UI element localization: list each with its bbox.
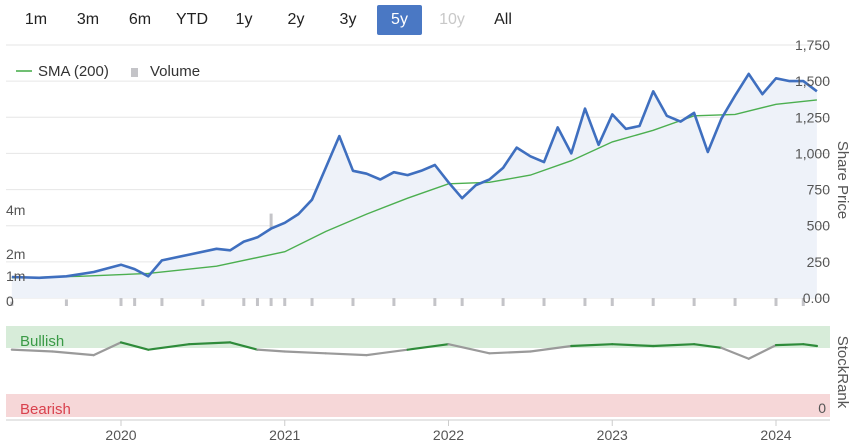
price-tick-label: 250 — [807, 254, 831, 270]
stockrank-axis-title: StockRank — [834, 336, 851, 409]
x-tick-label: 2020 — [105, 427, 136, 443]
x-tick-label: 2023 — [597, 427, 628, 443]
range-button-1y[interactable]: 1y — [235, 11, 253, 28]
stockrank-segment — [802, 343, 819, 348]
legend-sma-label: SMA (200) — [38, 63, 109, 80]
bearish-label: Bearish — [20, 401, 71, 418]
stockrank-segment — [229, 341, 259, 351]
volume-bar — [160, 295, 164, 306]
volume-bar — [651, 292, 655, 306]
range-button-ytd[interactable]: YTD — [176, 11, 208, 28]
price-tick-label: 1,250 — [795, 109, 830, 125]
stockrank-segment — [720, 346, 750, 360]
legend: SMA (200) Volume — [16, 63, 200, 80]
bearish-band — [6, 394, 830, 417]
price-tick-label: 1,500 — [795, 73, 830, 89]
stockrank-segment — [611, 343, 655, 348]
x-tick-label: 2022 — [433, 427, 464, 443]
stockrank-segment — [324, 352, 368, 357]
volume-bar — [201, 299, 205, 306]
volume-bar — [433, 295, 437, 306]
legend-volume-swatch — [131, 68, 138, 77]
bullish-label: Bullish — [20, 333, 64, 350]
x-tick-label: 2024 — [760, 427, 791, 443]
range-button-3y[interactable]: 3y — [339, 11, 357, 28]
price-axis: 1,750 1,500 1,250 1,000 750 500 250 0.00 — [795, 37, 830, 306]
stockrank-segment — [488, 350, 532, 355]
volume-bar — [310, 290, 314, 306]
stockrank-segment — [747, 344, 778, 360]
volume-bar — [774, 290, 778, 306]
stockrank-segment — [119, 341, 150, 351]
stockrank-segment — [283, 350, 327, 355]
volume-bar — [692, 295, 696, 306]
stockrank-segment — [147, 343, 191, 351]
volume-bar — [542, 292, 546, 306]
stockrank-tick-0: 0 — [818, 400, 826, 416]
volume-tick-label: 4m — [6, 202, 25, 218]
stockrank-segment — [365, 348, 409, 357]
price-tick-label: 500 — [807, 218, 831, 234]
volume-bar — [119, 292, 123, 306]
volume-bar — [460, 297, 464, 306]
stockrank-segment — [529, 344, 573, 353]
range-button-3m[interactable]: 3m — [76, 11, 100, 28]
price-tick-label: 0.00 — [803, 290, 830, 306]
stockrank-segment — [406, 343, 450, 351]
volume-bar — [10, 301, 14, 306]
range-button-6m[interactable]: 6m — [128, 11, 152, 28]
legend-volume-label: Volume — [150, 63, 200, 80]
volume-bar — [501, 290, 505, 306]
stockrank-line — [10, 341, 819, 360]
volume-bar — [392, 292, 396, 306]
range-selector: 1m 3m 6m YTD 1y 2y 3y 5y 10y All — [0, 4, 560, 36]
stockrank-segment — [774, 343, 805, 347]
range-button-2y[interactable]: 2y — [287, 11, 305, 28]
stockrank-segment — [256, 348, 286, 353]
stockrank-segment — [51, 350, 95, 357]
stockrank-segment — [652, 343, 696, 348]
volume-axis: 4m 2m 1m 0 — [6, 202, 25, 309]
stockrank-segment — [447, 343, 491, 355]
range-button-5y[interactable]: 5y — [377, 5, 422, 35]
x-axis: 2020 2021 2022 2023 2024 — [105, 420, 792, 443]
volume-tick-label: 1m — [6, 268, 25, 284]
volume-bar — [64, 299, 68, 306]
price-area-fill — [11, 73, 817, 299]
share-price-line — [11, 72, 818, 280]
sma-200-line — [11, 99, 817, 279]
stockrank-segment — [92, 341, 123, 357]
volume-tick-label: 2m — [6, 246, 25, 262]
x-tick-label: 2021 — [269, 427, 300, 443]
price-tick-label: 1,750 — [795, 37, 830, 53]
stockrank-segment — [693, 343, 723, 349]
range-button-10y: 10y — [439, 11, 465, 28]
stockrank-segment — [570, 343, 614, 348]
price-tick-label: 1,000 — [795, 145, 830, 161]
volume-tick-label: 0 — [6, 293, 14, 309]
share-price-axis-title: Share Price — [834, 141, 851, 219]
stockrank-segment — [10, 348, 54, 353]
range-button-all[interactable]: All — [494, 11, 512, 28]
price-tick-label: 750 — [807, 182, 831, 198]
range-button-1m[interactable]: 1m — [24, 11, 48, 28]
stockrank-segment — [188, 341, 232, 346]
